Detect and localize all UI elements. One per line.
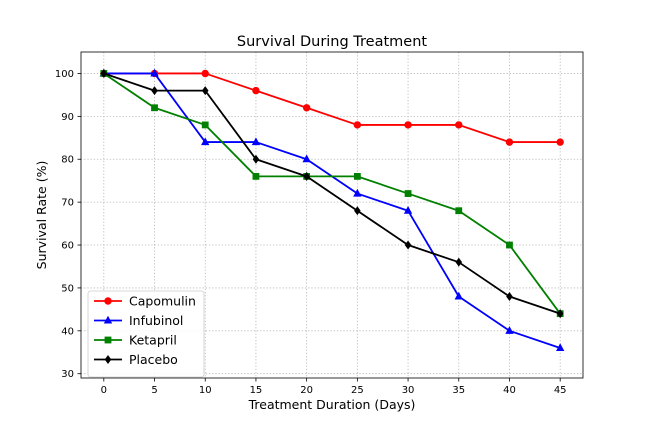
legend-label: Infubinol [129,313,183,328]
ketapril-point [353,172,361,180]
x-axis-label: Treatment Duration (Days) [248,397,416,412]
series-lines [99,68,565,352]
y-axis-label: Survival Rate (%) [34,161,49,270]
axes-frame [80,51,584,379]
legend-item-infubinol: Infubinol [94,313,183,328]
y-tick-label: 30 [61,369,74,380]
capomulin-point [353,121,362,129]
infubinol-point [302,154,311,163]
legend-label: Placebo [129,352,178,367]
capomulin-point [201,69,209,78]
legend-label: Capomulin [129,294,196,309]
x-tick-label: 25 [351,385,364,396]
ketapril-point [201,121,209,129]
placebo-point [506,292,513,301]
legend-swatch-marker [104,336,112,344]
capomulin-line [103,72,561,143]
capomulin-point [252,86,260,95]
placebo-point [354,206,361,216]
x-tick-label: 30 [402,385,415,396]
capomulin-point [302,104,311,112]
legend-item-ketapril: Ketapril [94,333,177,348]
legend-item-placebo: Placebo [94,352,178,367]
placebo-point [252,154,260,164]
infubinol-point [150,68,159,77]
ketapril-line [103,72,561,315]
x-tick-label: 15 [250,385,263,396]
capomulin-point [404,121,412,129]
capomulin-point [556,138,564,146]
y-tick-label: 80 [61,155,74,166]
x-tick-label: 35 [452,385,465,396]
axis-ticks: 0 5 10 15 20 25 30 35 40 45 30 40 50 60 70 80 90 100 [55,69,567,396]
placebo-point [201,86,209,96]
placebo-point [455,257,463,267]
legend-box [87,290,205,378]
x-tick-label: 45 [554,385,567,396]
placebo-point [303,171,310,181]
legend-swatch-marker [104,355,112,364]
legend-item-capomulin: Capomulin [94,294,196,309]
ketapril-point [455,207,463,215]
placebo-point [556,309,564,319]
legend-swatch-marker [103,315,113,324]
x-tick-label: 0 [101,385,107,396]
series-placebo [100,68,564,319]
placebo-line [103,72,561,315]
ketapril-point [404,190,412,197]
y-tick-label: 50 [61,283,74,294]
infubinol-point [353,188,362,197]
y-tick-label: 100 [55,69,74,80]
legend: Capomulin Infubinol Ketapril Placebo [87,290,205,378]
infubinol-point [505,326,514,334]
x-tick-label: 5 [151,385,157,396]
infubinol-point [403,205,413,214]
ketapril-point [252,172,260,180]
x-tick-label: 20 [300,385,313,396]
placebo-point [151,86,158,96]
y-tick-label: 90 [61,112,74,123]
legend-label: Ketapril [129,333,177,348]
placebo-point [100,68,108,78]
y-tick-label: 60 [61,241,74,252]
infubinol-point [454,291,463,300]
ketapril-point [151,104,158,112]
chart-title: Survival During Treatment [237,34,428,50]
capomulin-point [455,121,463,129]
legend-swatch-marker [104,297,112,305]
x-tick-label: 40 [503,385,516,396]
x-tick-label: 10 [199,385,212,396]
ketapril-point [506,241,513,249]
y-tick-label: 40 [61,326,74,337]
infubinol-point [556,343,565,352]
y-tick-label: 70 [61,198,74,209]
infubinol-point [251,137,261,146]
capomulin-point [505,138,514,146]
infubinol-point [201,137,210,146]
placebo-point [404,240,412,250]
